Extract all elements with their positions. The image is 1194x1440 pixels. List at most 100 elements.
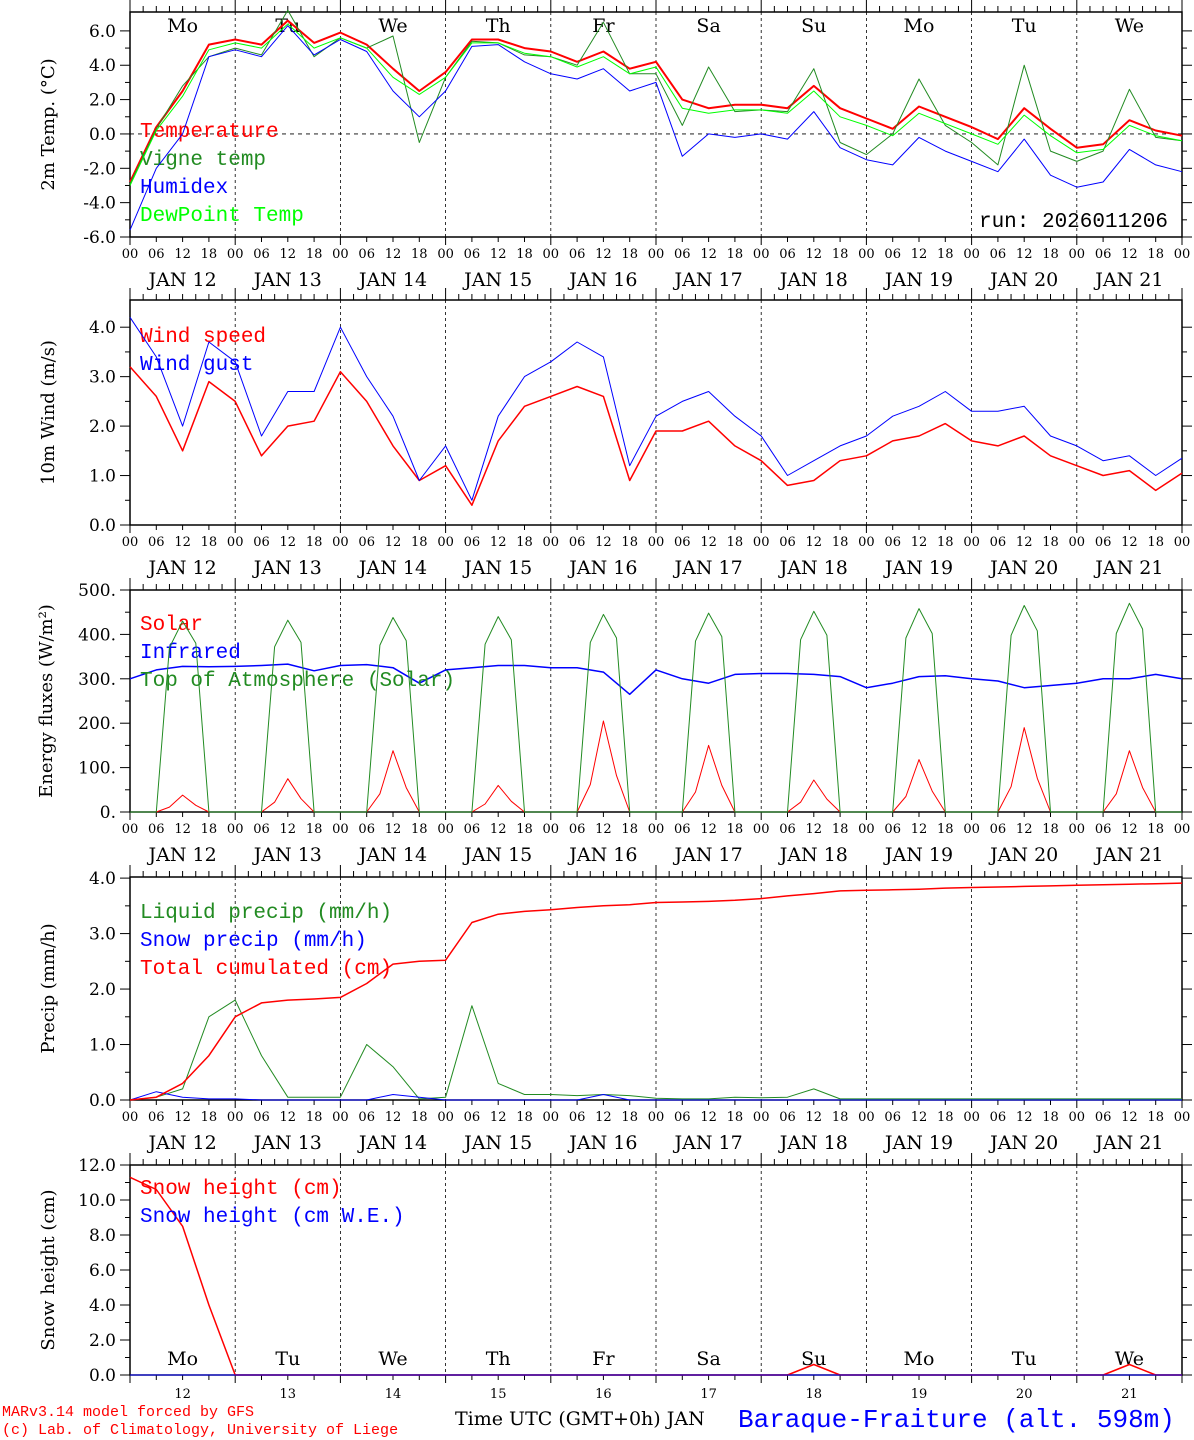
x-hour-label: 06: [148, 822, 165, 837]
x-date-label: 15: [490, 1387, 507, 1402]
x-hour-label: 12: [174, 1110, 191, 1125]
x-hour-label: 00: [227, 247, 244, 262]
x-hour-label: 12: [385, 535, 402, 550]
panel-1: 6.0 4.0 2.0 0.0 -2.0 -4.0 -6.0 2m Temp. (°C) 00 0…: [38, 0, 1192, 291]
y-axis-title: Snow height (cm): [38, 1189, 59, 1350]
x-hour-label: 06: [569, 1110, 586, 1125]
y-tick-label: 0.: [100, 803, 116, 823]
x-hour-label: 18: [306, 822, 323, 837]
y-tick-label: 2.0: [89, 417, 116, 437]
x-hour-label: 18: [411, 1110, 428, 1125]
y-tick-label: 300.: [78, 670, 116, 690]
legend-entry: Infrared: [140, 642, 241, 665]
x-date-label: 17: [700, 1387, 717, 1402]
x-hour-label: 12: [700, 822, 717, 837]
x-hour-label: 00: [543, 822, 560, 837]
series-line-vigne-temp: [129, 9, 1183, 185]
y-tick-label: 400.: [78, 625, 116, 645]
x-date-label: 21: [1121, 1387, 1138, 1402]
legend-entry: DewPoint Temp: [140, 205, 304, 228]
x-hour-label: 00: [648, 535, 665, 550]
x-hour-label: 18: [516, 822, 533, 837]
x-hour-label: 18: [201, 822, 218, 837]
x-date-label: JAN 18: [778, 844, 848, 866]
x-hour-label: 00: [1069, 247, 1086, 262]
x-date-label: JAN 17: [673, 269, 743, 291]
x-hour-label: 12: [490, 822, 507, 837]
lab-credit: (c) Lab. of Climatology, University of L…: [2, 1422, 399, 1439]
x-hour-label: 06: [779, 822, 796, 837]
x-hour-label: 12: [1016, 247, 1033, 262]
x-hour-label: 12: [1121, 1110, 1138, 1125]
y-tick-label: 6.0: [89, 1261, 116, 1281]
x-date-label: JAN 18: [778, 557, 848, 579]
y-tick-label: -6.0: [83, 228, 116, 248]
x-hour-label: 06: [674, 247, 691, 262]
y-tick-label: -2.0: [83, 159, 116, 179]
x-hour-label: 00: [858, 535, 875, 550]
x-date-label: 16: [595, 1387, 612, 1402]
series-line-total-cumulated-cm-: [129, 882, 1183, 1101]
x-hour-label: 12: [911, 822, 928, 837]
x-date-label: JAN 17: [673, 557, 743, 579]
x-hour-label: 12: [1121, 247, 1138, 262]
x-hour-label: 00: [1069, 1110, 1086, 1125]
x-hour-label: 12: [385, 822, 402, 837]
x-hour-label: 12: [1121, 535, 1138, 550]
x-hour-label: 00: [437, 822, 454, 837]
x-hour-label: 06: [1095, 1110, 1112, 1125]
x-date-label: 18: [806, 1387, 823, 1402]
x-date-label: JAN 13: [252, 269, 322, 291]
y-tick-label: 3.0: [89, 368, 116, 388]
legend-entry: Snow precip (mm/h): [140, 930, 367, 953]
panel-3: 500. 400. 300. 200. 100. 0. Energy fluxes (W/m…: [36, 578, 1192, 866]
model-credit: MARv3.14 model forced by GFS: [2, 1404, 255, 1421]
day-of-week-label: Fr: [592, 15, 615, 37]
x-hour-label: 00: [753, 535, 770, 550]
x-hour-label: 06: [779, 1110, 796, 1125]
x-hour-label: 06: [990, 1110, 1007, 1125]
x-hour-label: 18: [516, 247, 533, 262]
y-tick-label: 6.0: [89, 22, 116, 42]
y-tick-label: 2.0: [89, 91, 116, 111]
x-hour-label: 06: [569, 247, 586, 262]
x-hour-label: 18: [306, 1110, 323, 1125]
x-date-label: JAN 19: [883, 269, 953, 291]
x-hour-label: 18: [1147, 822, 1164, 837]
series-line-dewpoint-temp: [129, 23, 1183, 186]
x-hour-label: 18: [1147, 1110, 1164, 1125]
legend-entry: Wind gust: [140, 354, 253, 377]
x-hour-label: 12: [280, 535, 297, 550]
x-hour-label: 00: [963, 535, 980, 550]
x-hour-label: 18: [201, 1110, 218, 1125]
x-date-label: JAN 12: [147, 557, 217, 579]
x-date-label: JAN 14: [357, 557, 427, 579]
x-hour-label: 06: [464, 535, 481, 550]
x-hour-label: 12: [1016, 535, 1033, 550]
x-hour-label: 12: [490, 535, 507, 550]
x-hour-label: 00: [753, 247, 770, 262]
x-hour-label: 06: [253, 247, 270, 262]
x-date-label: JAN 18: [778, 269, 848, 291]
y-axis-title: 2m Temp. (°C): [38, 58, 59, 190]
day-of-week-label: Su: [801, 15, 826, 37]
x-hour-label: 06: [358, 822, 375, 837]
y-tick-label: 500.: [78, 581, 116, 601]
x-hour-label: 12: [174, 535, 191, 550]
x-hour-label: 00: [332, 822, 349, 837]
x-hour-label: 18: [1042, 822, 1059, 837]
y-tick-label: 1.0: [89, 1036, 116, 1056]
plot-frame: [129, 11, 1183, 238]
x-date-label: JAN 12: [147, 1132, 217, 1154]
y-axis-title: 10m Wind (m/s): [38, 340, 59, 485]
x-hour-label: 12: [806, 535, 823, 550]
x-hour-label: 18: [411, 822, 428, 837]
y-axis-title: Energy fluxes (W/m²): [36, 604, 57, 798]
x-hour-label: 12: [700, 247, 717, 262]
day-of-week-label: Sa: [696, 15, 720, 37]
x-date-label: 19: [911, 1387, 928, 1402]
x-hour-label: 06: [148, 1110, 165, 1125]
x-hour-label: 00: [1174, 1110, 1191, 1125]
x-hour-label: 06: [1095, 247, 1112, 262]
